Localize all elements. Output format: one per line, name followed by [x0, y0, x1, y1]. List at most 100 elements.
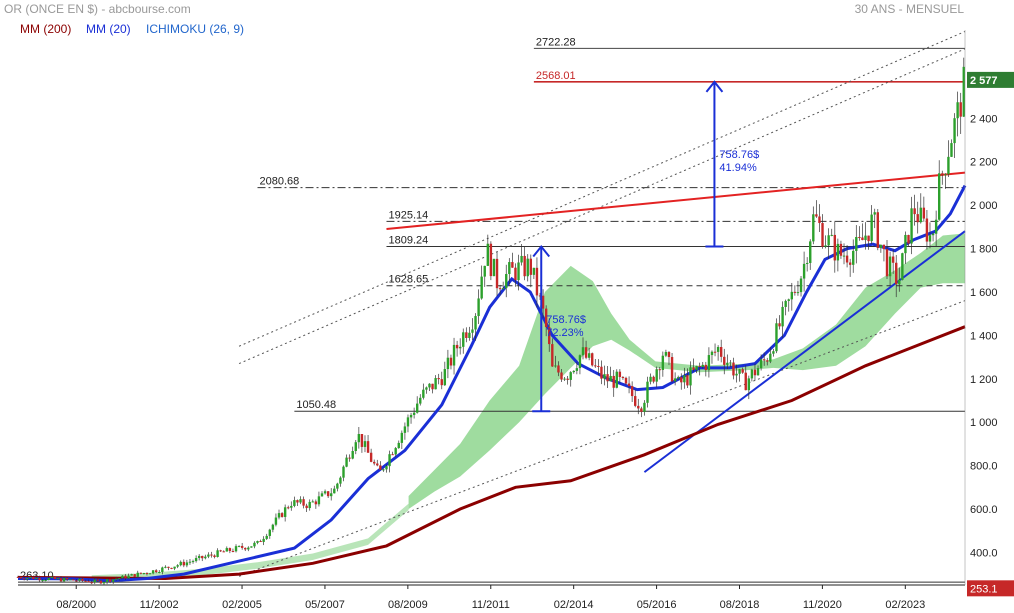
- candle-body: [53, 576, 57, 579]
- candle-body: [437, 378, 440, 380]
- candle-body: [253, 542, 256, 547]
- candle-body: [336, 483, 339, 489]
- candle-body: [47, 578, 50, 580]
- candle-body: [56, 578, 60, 580]
- candle-body: [833, 234, 837, 261]
- candle-body: [179, 561, 182, 566]
- candle-body: [207, 554, 210, 557]
- candle-body: [354, 442, 357, 452]
- candle-body: [216, 550, 219, 557]
- candle-body: [19, 577, 23, 579]
- candle-body: [366, 441, 370, 453]
- candle-body: [824, 245, 827, 247]
- x-tick-label: 02/2023: [885, 599, 925, 611]
- y-tick-label: 2 400: [970, 113, 998, 125]
- candle-body: [201, 555, 204, 559]
- candle-body: [170, 567, 173, 569]
- candle-body: [670, 357, 674, 382]
- candle-body: [317, 496, 321, 505]
- candle-body: [575, 368, 579, 371]
- min-price-badge: [967, 580, 1014, 597]
- candle-body: [118, 578, 121, 580]
- candle-body: [256, 541, 259, 543]
- candle-body: [93, 579, 96, 583]
- candle-body: [809, 241, 812, 263]
- measure-label-1-0: 758.76$: [719, 149, 759, 161]
- candle-body: [655, 369, 658, 382]
- candle-body: [538, 295, 542, 297]
- candle-body: [311, 501, 314, 503]
- candle-body: [723, 356, 726, 365]
- candle-body: [689, 367, 692, 386]
- candle-body: [719, 347, 723, 357]
- candle-body: [351, 451, 354, 459]
- candle-body: [449, 357, 453, 366]
- candle-body: [544, 308, 548, 328]
- candle-body: [16, 576, 20, 578]
- candle-body: [692, 367, 695, 370]
- measure-label-0-1: 72.23%: [546, 327, 584, 339]
- candle-body: [173, 566, 176, 569]
- candle-body: [658, 369, 661, 371]
- candle-body: [618, 371, 622, 377]
- candle-body: [836, 243, 840, 261]
- candle-body: [234, 546, 238, 552]
- candle-body: [805, 262, 809, 264]
- candle-body: [379, 465, 382, 470]
- candle-body: [231, 550, 235, 552]
- candle-body: [873, 212, 876, 215]
- candle-body: [508, 262, 511, 275]
- candle-body: [32, 576, 35, 580]
- candle-body: [947, 156, 950, 175]
- candle-body: [882, 244, 886, 250]
- candle-body: [299, 499, 302, 503]
- candle-body: [250, 546, 253, 548]
- candle-body: [566, 378, 569, 380]
- candle-body: [127, 575, 130, 579]
- candle-body: [167, 566, 170, 568]
- candle-body: [584, 347, 588, 358]
- candle-body: [913, 208, 916, 215]
- candle-body: [839, 243, 843, 256]
- candle-body: [422, 389, 425, 398]
- candle-body: [680, 377, 683, 383]
- candle-body: [661, 355, 665, 370]
- candle-body: [781, 306, 784, 327]
- candle-body: [72, 579, 75, 581]
- candle-body: [830, 234, 833, 236]
- candle-body: [465, 332, 468, 338]
- candle-body: [65, 578, 69, 580]
- candle-body: [609, 375, 612, 382]
- candle-body: [523, 255, 526, 277]
- candle-body: [124, 575, 127, 579]
- candle-body: [237, 545, 241, 547]
- candle-body: [802, 263, 806, 279]
- candle-body: [84, 580, 87, 582]
- candle-body: [698, 365, 701, 368]
- candle-body: [621, 376, 625, 378]
- candle-body: [572, 370, 575, 373]
- y-tick-label: 1 000: [970, 417, 998, 429]
- candle-body: [210, 554, 213, 556]
- candle-body: [916, 214, 919, 223]
- measure-label-0-0: 758.76$: [546, 314, 586, 326]
- legend-ichimoku[interactable]: ICHIMOKU (26, 9): [146, 22, 245, 36]
- legend-mm20[interactable]: MM (20): [86, 22, 131, 36]
- y-tick-label: 600.0: [970, 504, 998, 516]
- candle-body: [154, 570, 158, 573]
- candle-body: [99, 580, 103, 584]
- candle-body: [468, 332, 471, 338]
- candle-body: [397, 442, 400, 449]
- candle-body: [726, 362, 729, 365]
- x-tick-label: 11/2002: [140, 599, 179, 611]
- candle-body: [431, 383, 434, 390]
- candle-body: [624, 377, 628, 384]
- candle-body: [271, 524, 275, 530]
- candle-body: [268, 529, 271, 536]
- candle-body: [308, 501, 311, 509]
- legend-mm200[interactable]: MM (200): [20, 22, 72, 36]
- candle-body: [557, 365, 560, 373]
- y-tick-label: 2 000: [970, 200, 998, 212]
- candle-body: [895, 262, 898, 285]
